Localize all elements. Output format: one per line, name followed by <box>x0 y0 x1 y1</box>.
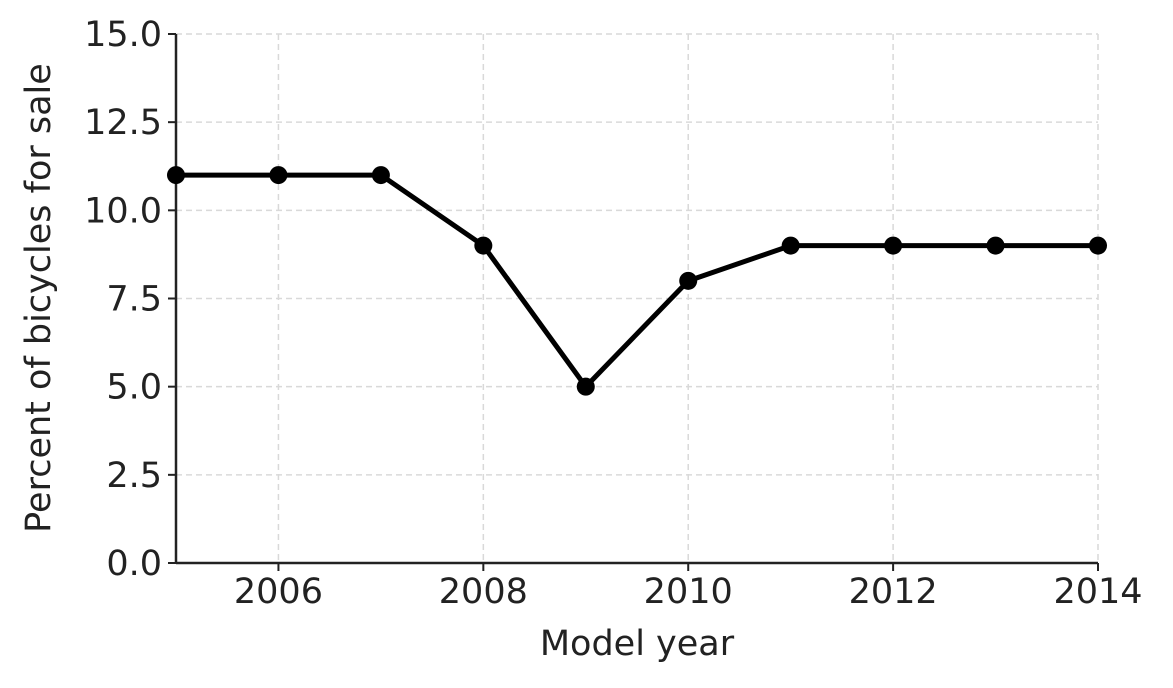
point <box>679 271 698 290</box>
x-tick-label: 2012 <box>849 572 938 612</box>
point <box>167 166 185 185</box>
y-axis-label: Percent of bicycles for sale <box>19 63 59 533</box>
y-tick-label: 5.0 <box>106 368 162 408</box>
y-tick-label: 2.5 <box>106 456 162 496</box>
point <box>884 236 903 255</box>
x-tick-label: 2010 <box>644 572 733 612</box>
point <box>371 166 390 185</box>
y-tick-label: 0.0 <box>106 544 162 584</box>
x-axis-label: Model year <box>540 624 735 664</box>
y-tick-label: 12.5 <box>84 103 162 143</box>
point <box>269 166 288 185</box>
x-tick-label: 2006 <box>234 572 323 612</box>
y-tick-label: 7.5 <box>106 280 162 320</box>
line <box>176 172 1098 390</box>
point <box>576 377 595 396</box>
point <box>474 236 493 255</box>
point <box>781 236 800 255</box>
y-tick-label: 10.0 <box>84 191 162 231</box>
x-tick-label: 2008 <box>439 572 528 612</box>
point <box>1089 236 1107 255</box>
y-tick-label: 15.0 <box>84 15 162 55</box>
x-tick-label: 2014 <box>1053 572 1142 612</box>
point <box>986 236 1005 255</box>
